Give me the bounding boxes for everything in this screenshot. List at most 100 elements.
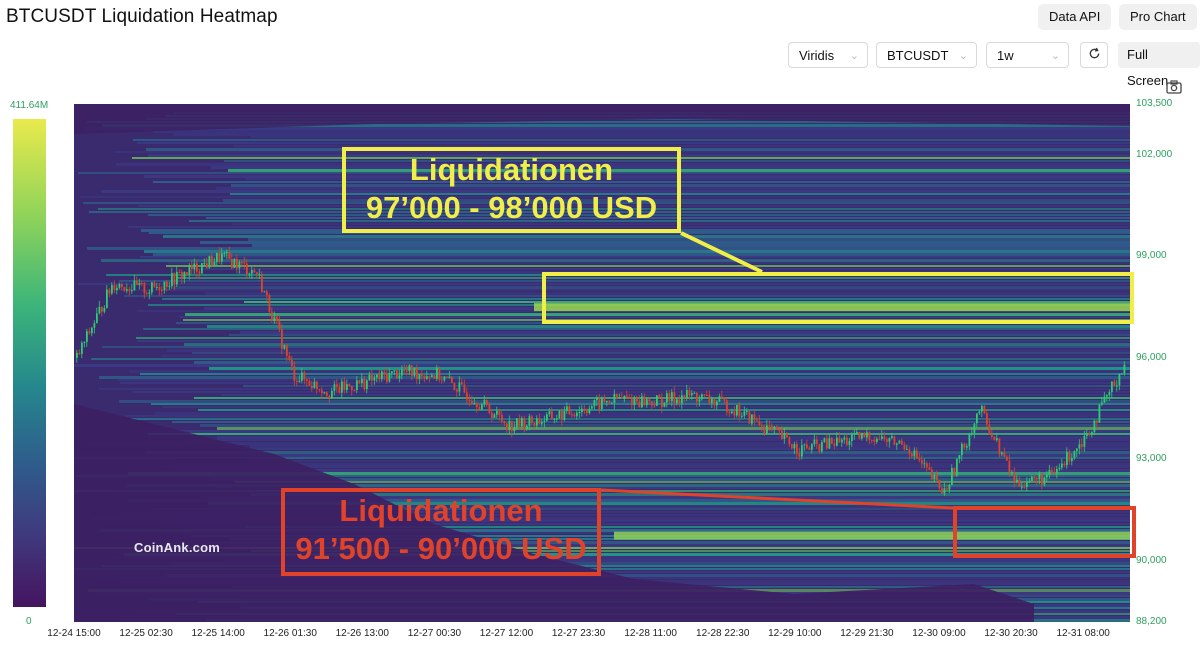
candle-body: [101, 306, 103, 312]
refresh-button[interactable]: [1080, 42, 1108, 68]
candle-body: [1056, 468, 1058, 474]
candle-body: [848, 441, 851, 445]
candle-body: [618, 397, 621, 399]
candle-body: [438, 367, 441, 380]
candle-body: [841, 439, 843, 443]
candle-body: [518, 418, 521, 427]
liquidation-band: [534, 303, 1130, 312]
candle-body: [733, 411, 736, 416]
candle-body: [836, 437, 838, 446]
candle-body: [958, 455, 961, 460]
candle-body: [753, 414, 756, 421]
candle-body: [1088, 434, 1091, 436]
candle-body: [383, 371, 386, 375]
candle-body: [948, 485, 951, 490]
heatmap-chart[interactable]: [74, 104, 1130, 622]
candle-body: [416, 368, 418, 380]
heatmap-band: [140, 373, 1130, 375]
candle-body: [483, 400, 486, 405]
candle-body: [566, 406, 568, 411]
heatmap-band: [100, 529, 1130, 532]
candle-body: [636, 398, 638, 402]
heatmap-band: [148, 433, 1130, 435]
candle-body: [451, 376, 453, 383]
heatmap-band: [89, 211, 1130, 213]
candle-body: [311, 385, 313, 389]
candle-body: [991, 434, 993, 437]
candle-body: [243, 262, 246, 264]
heatmap-band: [229, 334, 1130, 336]
heatmap-band: [124, 553, 1130, 556]
candle-body: [436, 367, 438, 379]
candle-body: [918, 458, 921, 460]
candle-body: [583, 408, 586, 412]
candle-body: [268, 295, 271, 312]
candle-body: [196, 263, 198, 272]
candle-body: [1003, 452, 1006, 457]
candle-body: [721, 396, 723, 399]
candle-body: [936, 475, 938, 481]
candle-body: [1091, 432, 1093, 435]
candle-body: [571, 414, 573, 416]
candle-body: [486, 400, 488, 405]
candle-body: [946, 488, 948, 490]
candle-body: [466, 392, 468, 400]
candle-body: [911, 453, 913, 457]
candle-body: [638, 401, 641, 408]
candle-body: [928, 467, 931, 470]
heatmap-band: [144, 250, 1130, 253]
y-tick-label: 102,000: [1136, 148, 1173, 160]
candle-body: [523, 418, 526, 430]
heatmap-band: [87, 121, 1130, 123]
candle-body: [1051, 470, 1053, 473]
symbol-value: BTCUSDT: [887, 48, 949, 63]
candle-body: [93, 323, 96, 328]
pro-chart-button[interactable]: Pro Chart: [1119, 4, 1197, 30]
heatmap-band: [74, 547, 1130, 549]
candle-body: [106, 289, 108, 308]
candle-body: [203, 263, 206, 265]
colorscheme-select[interactable]: Viridis ⌄: [788, 42, 868, 68]
candle-body: [338, 386, 341, 393]
heatmap-band: [80, 196, 1130, 198]
candle-body: [146, 293, 148, 295]
heatmap-band: [205, 292, 1130, 295]
candle-body: [793, 443, 796, 449]
candle-body: [298, 380, 301, 382]
candle-body: [931, 469, 933, 480]
candle-body: [748, 411, 751, 424]
candle-body: [771, 425, 773, 429]
candle-body: [821, 442, 823, 452]
candle-body: [746, 411, 748, 413]
symbol-select[interactable]: BTCUSDT ⌄: [876, 42, 977, 68]
heatmap-band: [120, 382, 1130, 384]
candle-body: [313, 381, 316, 389]
heatmap-band: [99, 388, 1130, 390]
candle-body: [796, 443, 798, 454]
candle-body: [443, 376, 446, 381]
candle-body: [461, 382, 463, 385]
fullscreen-button[interactable]: Full Screen: [1118, 42, 1200, 88]
candle-body: [123, 286, 126, 291]
x-tick-label: 12-28 11:00: [624, 628, 677, 639]
candle-body: [288, 355, 291, 360]
heatmap-band: [172, 421, 1130, 423]
candle-body: [541, 421, 543, 424]
x-tick-label: 12-27 23:30: [551, 628, 606, 639]
candle-body: [671, 392, 673, 402]
candle-body: [703, 394, 706, 396]
heatmap-band: [208, 502, 1130, 505]
candle-body: [261, 274, 263, 292]
candle-body: [1063, 463, 1066, 466]
candle-body: [531, 416, 533, 423]
candle-body: [663, 402, 666, 407]
candle-body: [453, 382, 456, 390]
candle-body: [976, 413, 978, 424]
candle-body: [403, 369, 406, 371]
candle-body: [908, 449, 911, 454]
candle-body: [608, 401, 611, 404]
interval-select[interactable]: 1w ⌄: [986, 42, 1069, 68]
candle-body: [698, 399, 701, 402]
camera-icon[interactable]: [1166, 80, 1182, 94]
data-api-button[interactable]: Data API: [1038, 4, 1112, 30]
